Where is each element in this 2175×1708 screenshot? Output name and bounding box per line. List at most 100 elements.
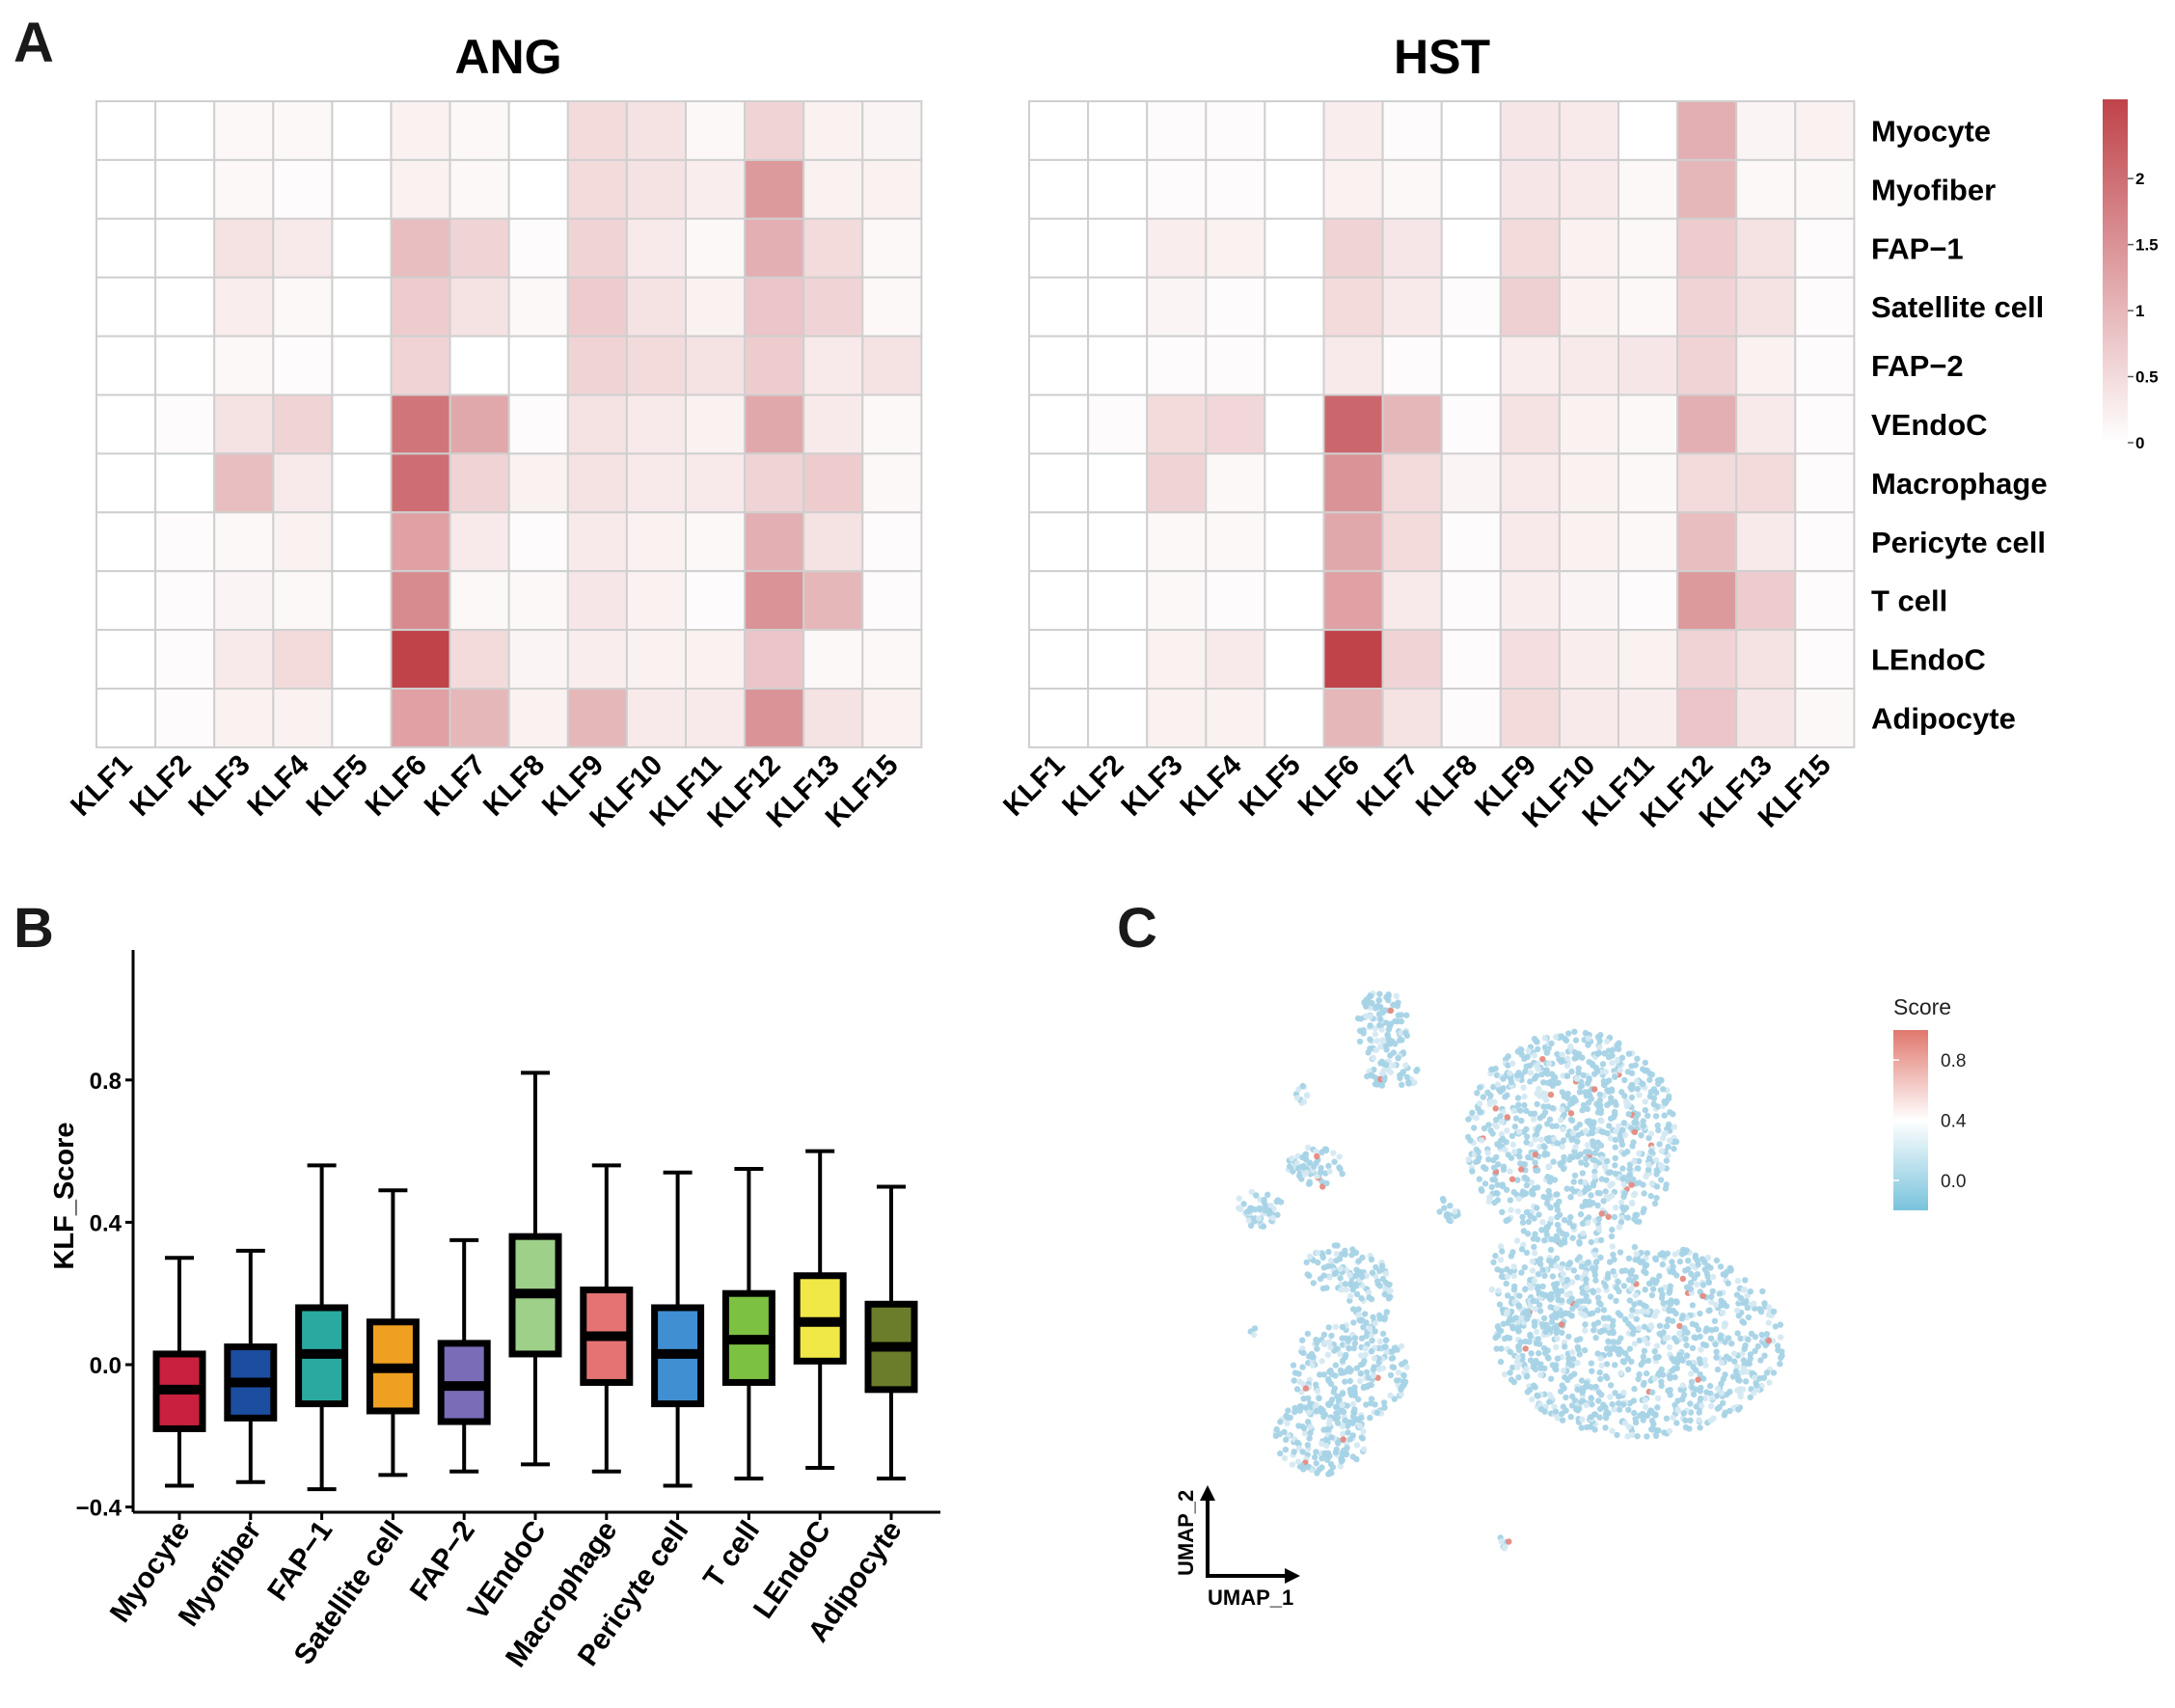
umap-point bbox=[1262, 1202, 1268, 1209]
umap-point bbox=[1607, 1382, 1615, 1389]
heatmap-cell bbox=[625, 688, 688, 748]
heatmap-cell bbox=[744, 335, 805, 396]
umap-point bbox=[1534, 1184, 1541, 1191]
umap-point bbox=[1387, 1392, 1394, 1399]
umap-point bbox=[1294, 1439, 1301, 1447]
umap-point bbox=[1744, 1292, 1751, 1299]
umap-point bbox=[1711, 1317, 1719, 1325]
heatmap-row-label: Satellite cell bbox=[1871, 290, 2044, 324]
heatmap-cell bbox=[1146, 217, 1208, 279]
umap-point bbox=[1593, 1146, 1600, 1152]
heatmap-cell bbox=[331, 217, 393, 279]
umap-point bbox=[1383, 1337, 1390, 1343]
umap-point bbox=[1590, 1200, 1596, 1206]
umap-point bbox=[1515, 1128, 1523, 1135]
umap-point bbox=[1689, 1302, 1697, 1309]
umap-point bbox=[1703, 1270, 1711, 1277]
umap-point bbox=[1567, 1194, 1574, 1201]
heatmap-cell bbox=[1381, 217, 1443, 279]
umap-point bbox=[1735, 1406, 1742, 1413]
umap-point bbox=[1385, 1026, 1393, 1033]
umap-point bbox=[1667, 1374, 1673, 1382]
umap-point bbox=[1588, 1096, 1595, 1102]
umap-point bbox=[1649, 1286, 1657, 1292]
umap-point bbox=[1609, 1427, 1616, 1434]
umap-point bbox=[1535, 1284, 1541, 1290]
umap-point bbox=[1607, 1115, 1615, 1123]
umap-point bbox=[1559, 1277, 1565, 1284]
umap-point bbox=[1613, 1101, 1619, 1108]
umap-point bbox=[1751, 1390, 1757, 1396]
umap-point bbox=[1563, 1063, 1571, 1070]
umap-point bbox=[1532, 1159, 1538, 1166]
umap-point bbox=[1346, 1345, 1352, 1352]
heatmap-cell bbox=[1028, 629, 1090, 690]
umap-point bbox=[1700, 1375, 1707, 1382]
umap-point bbox=[1370, 1054, 1377, 1062]
umap-point bbox=[1737, 1393, 1744, 1400]
umap-point bbox=[1691, 1334, 1698, 1341]
umap-point bbox=[1707, 1417, 1715, 1424]
umap-point bbox=[1747, 1355, 1754, 1363]
umap-point bbox=[1598, 1210, 1605, 1217]
umap-point bbox=[1273, 1425, 1280, 1433]
umap-point bbox=[1628, 1125, 1635, 1131]
umap-point bbox=[1376, 1021, 1383, 1029]
umap-point bbox=[1324, 1262, 1331, 1270]
umap-point bbox=[1632, 1291, 1640, 1299]
umap-point bbox=[1688, 1370, 1695, 1377]
umap-point bbox=[1349, 1400, 1357, 1408]
heatmap-cell bbox=[1322, 217, 1384, 279]
heatmap-cell bbox=[1618, 393, 1679, 455]
umap-point bbox=[1642, 1098, 1649, 1105]
umap-point bbox=[1658, 1382, 1665, 1390]
umap-point bbox=[1395, 999, 1401, 1006]
umap-point bbox=[1513, 1237, 1521, 1244]
umap-point bbox=[1590, 1156, 1596, 1163]
umap-point bbox=[1635, 1324, 1643, 1332]
umap-point bbox=[1567, 1213, 1574, 1221]
umap-point bbox=[1530, 1360, 1537, 1368]
umap-point bbox=[1333, 1446, 1340, 1453]
heatmap-cell bbox=[449, 393, 510, 455]
umap-point bbox=[1717, 1263, 1725, 1270]
umap-point bbox=[1413, 1068, 1420, 1074]
umap-point bbox=[1619, 1165, 1626, 1172]
umap-point bbox=[1304, 1442, 1312, 1449]
heatmap-cell bbox=[213, 629, 275, 690]
umap-point bbox=[1610, 1339, 1617, 1345]
umap-point bbox=[1720, 1271, 1726, 1278]
umap-point bbox=[1593, 1259, 1600, 1265]
umap-point bbox=[1505, 1216, 1512, 1223]
umap-cluster bbox=[1364, 1061, 1421, 1089]
umap-point bbox=[1521, 1093, 1528, 1100]
umap-point bbox=[1612, 1111, 1618, 1118]
umap-point bbox=[1603, 1193, 1610, 1201]
umap-point bbox=[1276, 1430, 1284, 1438]
heatmap-cell bbox=[1676, 629, 1738, 690]
heatmap-cell bbox=[213, 393, 275, 455]
umap-point bbox=[1658, 1366, 1665, 1373]
umap-point bbox=[1648, 1389, 1656, 1396]
umap-point bbox=[1665, 1121, 1672, 1128]
umap-ylabel: UMAP_2 bbox=[1174, 1490, 1198, 1576]
umap-point bbox=[1690, 1364, 1697, 1370]
heatmap-cell bbox=[390, 570, 451, 632]
heatmap-cell bbox=[449, 335, 510, 396]
umap-point bbox=[1367, 1022, 1373, 1029]
umap-point bbox=[1569, 1356, 1577, 1363]
umap-point bbox=[1511, 1149, 1518, 1155]
umap-point bbox=[1745, 1314, 1753, 1321]
umap-point bbox=[1759, 1288, 1766, 1295]
umap-point bbox=[1662, 1099, 1669, 1107]
umap-point bbox=[1696, 1417, 1702, 1423]
umap-point bbox=[1641, 1302, 1647, 1309]
umap-point bbox=[1382, 1343, 1389, 1350]
heatmap-cell bbox=[213, 688, 275, 748]
umap-point bbox=[1605, 1213, 1612, 1220]
umap-point bbox=[1358, 1316, 1366, 1323]
umap-point bbox=[1521, 1190, 1529, 1198]
umap-point bbox=[1644, 1250, 1651, 1257]
heatmap-cell bbox=[744, 570, 805, 632]
heatmap-cell bbox=[1676, 688, 1738, 748]
